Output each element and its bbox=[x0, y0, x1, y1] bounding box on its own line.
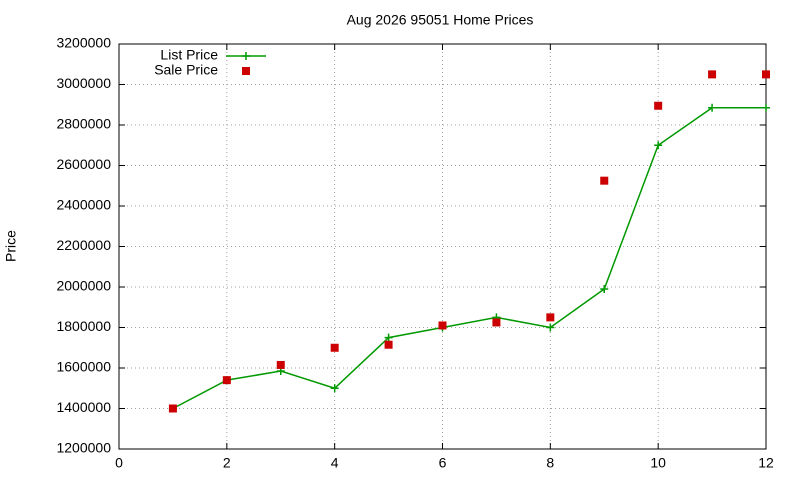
plot-frame bbox=[118, 43, 767, 450]
legend-label: List Price bbox=[160, 47, 218, 63]
marker bbox=[708, 70, 717, 79]
y-tick-label: 1800000 bbox=[56, 318, 111, 334]
marker bbox=[762, 70, 770, 79]
x-tick-label: 0 bbox=[115, 455, 123, 471]
marker bbox=[330, 384, 339, 393]
marker bbox=[708, 103, 717, 112]
x-tick-label: 4 bbox=[331, 455, 339, 471]
marker bbox=[222, 376, 231, 385]
y-axis-label: Price bbox=[3, 230, 19, 262]
y-tick-label: 2800000 bbox=[56, 116, 111, 132]
legend-swatch bbox=[242, 52, 250, 60]
marker bbox=[762, 103, 770, 112]
marker bbox=[546, 323, 555, 332]
marker bbox=[438, 321, 447, 330]
marker bbox=[600, 176, 609, 185]
marker bbox=[276, 360, 285, 369]
marker bbox=[384, 333, 393, 342]
x-tick-label: 6 bbox=[439, 455, 447, 471]
y-tick-label: 2200000 bbox=[56, 237, 111, 253]
line bbox=[172, 107, 766, 410]
y-tick-label: 1200000 bbox=[56, 440, 111, 456]
marker bbox=[600, 285, 609, 294]
legend-label: Sale Price bbox=[154, 62, 218, 78]
chart-title: Aug 2026 95051 Home Prices bbox=[347, 12, 534, 28]
x-tick-label: 10 bbox=[650, 455, 666, 471]
marker bbox=[654, 141, 663, 150]
x-tick-label: 2 bbox=[223, 455, 231, 471]
y-tick-label: 1400000 bbox=[56, 399, 111, 415]
y-tick-label: 1600000 bbox=[56, 359, 111, 375]
x-tick-label: 12 bbox=[758, 455, 774, 471]
y-tick-label: 3200000 bbox=[56, 35, 111, 51]
marker bbox=[492, 318, 501, 327]
marker bbox=[330, 343, 339, 352]
marker bbox=[384, 340, 393, 349]
marker bbox=[168, 404, 177, 413]
y-tick-label: 2600000 bbox=[56, 156, 111, 172]
y-tick-label: 2000000 bbox=[56, 278, 111, 294]
y-tick-label: 2400000 bbox=[56, 197, 111, 213]
x-tick-label: 8 bbox=[546, 455, 554, 471]
legend-swatch bbox=[242, 67, 250, 75]
marker bbox=[546, 313, 555, 322]
marker bbox=[654, 101, 663, 110]
y-tick-label: 3000000 bbox=[56, 75, 111, 91]
